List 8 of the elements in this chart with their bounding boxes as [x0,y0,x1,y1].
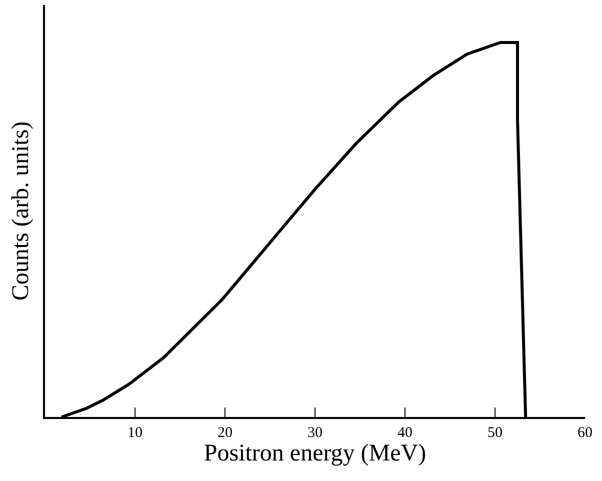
x-axis-title: Positron energy (MeV) [204,440,426,467]
x-tick-label: 50 [488,424,502,441]
y-axis-title: Counts (arb. units) [8,121,34,301]
x-tick-label: 60 [578,424,592,441]
x-tick-label: 40 [398,424,412,441]
x-tick-label: 30 [308,424,322,441]
x-tick-label: 20 [218,424,232,441]
x-tick-label: 10 [128,424,142,441]
